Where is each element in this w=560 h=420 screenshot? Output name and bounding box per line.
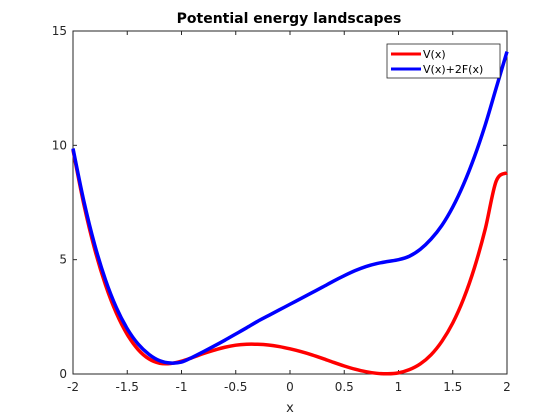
legend: V(x) V(x)+2F(x) [386, 43, 501, 79]
series-layer [71, 51, 509, 376]
plot-area [72, 30, 508, 375]
x-axis-label: x [286, 401, 294, 416]
x-tick-label: -1.5 [116, 380, 139, 394]
x-tick-label: -1 [176, 380, 188, 394]
legend-label-v: V(x) [423, 48, 446, 61]
x-tick-label: 1 [395, 380, 403, 394]
x-tick-label: 2 [503, 380, 511, 394]
x-tick-label: -0.5 [224, 380, 247, 394]
y-tick-label: 10 [52, 138, 67, 152]
y-tick-label: 0 [59, 367, 67, 381]
y-tick-label: 15 [52, 24, 67, 38]
x-tick-label: 0.5 [335, 380, 354, 394]
x-tick-label: -2 [67, 380, 79, 394]
series-line-v-plus-2f [71, 51, 509, 365]
axis-ticks: -2 -1.5 -1 -0.5 0 0.5 1 1.5 2 0 5 10 15 [52, 24, 511, 394]
chart-title: Potential energy landscapes [177, 11, 402, 27]
series-line-v [71, 149, 509, 376]
legend-box [386, 43, 501, 79]
legend-label-v-plus-2f: V(x)+2F(x) [423, 63, 483, 76]
x-tick-label: 0 [286, 380, 294, 394]
y-tick-label: 5 [59, 253, 67, 267]
x-tick-label: 1.5 [443, 380, 462, 394]
